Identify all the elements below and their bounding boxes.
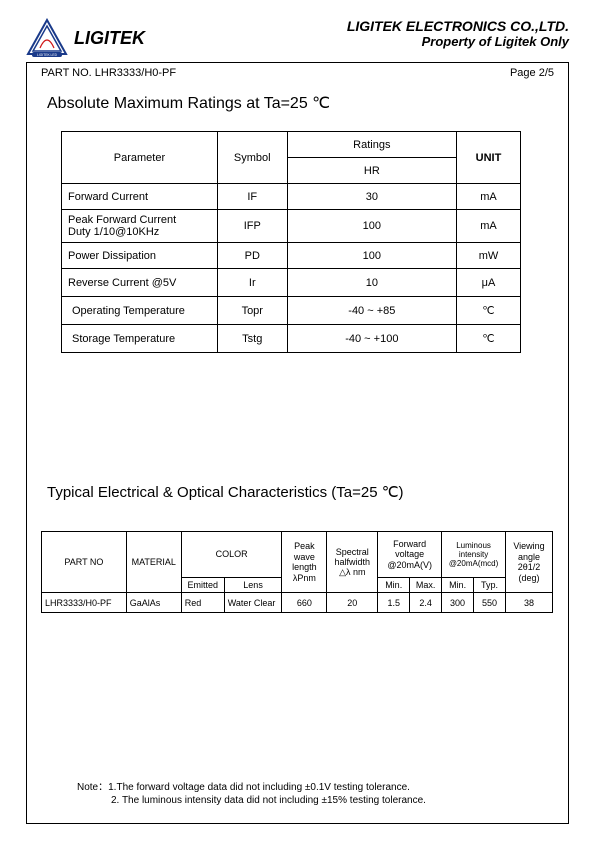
- td-symbol: Tstg: [217, 325, 287, 353]
- th-unit: UNIT: [456, 132, 520, 184]
- main-content: PART NO. LHR3333/H0-PF Page 2/5 Absolute…: [26, 62, 569, 824]
- note-1: Note：1.The forward voltage data did not …: [77, 782, 426, 795]
- td-value: -40 ~ +85: [287, 297, 456, 325]
- th-max: Max.: [410, 578, 442, 593]
- td-unit: mW: [456, 243, 520, 269]
- triangle-logo-icon: LIGITEK LED: [26, 18, 68, 58]
- td-symbol: IF: [217, 184, 287, 210]
- section-title-typical: Typical Electrical & Optical Characteris…: [47, 483, 554, 501]
- th-forward: Forward voltage @20mA(V): [378, 532, 442, 578]
- ratings-table: Parameter Symbol Ratings UNIT HR Forward…: [61, 131, 521, 353]
- td-param: Operating Temperature: [62, 297, 218, 325]
- part-line: PART NO. LHR3333/H0-PF Page 2/5: [41, 67, 554, 79]
- th-ratings: Ratings: [287, 132, 456, 158]
- header: LIGITEK LED LIGITEK LIGITEK ELECTRONICS …: [26, 18, 569, 58]
- td-unit: mA: [456, 210, 520, 243]
- td-viewing: 38: [506, 593, 553, 613]
- th-peak: Peak wave length λPnm: [282, 532, 327, 593]
- typical-table: PART NO MATERIAL COLOR Peak wave length …: [41, 531, 553, 613]
- td-symbol: PD: [217, 243, 287, 269]
- td-value: 100: [287, 243, 456, 269]
- td-partno: LHR3333/H0-PF: [42, 593, 127, 613]
- td-material: GaAlAs: [126, 593, 181, 613]
- td-unit: ℃: [456, 297, 520, 325]
- td-symbol: Ir: [217, 269, 287, 297]
- page-number: Page 2/5: [510, 67, 554, 79]
- td-unit: mA: [456, 184, 520, 210]
- td-fv-max: 2.4: [410, 593, 442, 613]
- td-value: 10: [287, 269, 456, 297]
- th-symbol: Symbol: [217, 132, 287, 184]
- th-luminous: Luminous intensity @20mA(mcd): [442, 532, 506, 578]
- td-param: Power Dissipation: [62, 243, 218, 269]
- td-value: -40 ~ +100: [287, 325, 456, 353]
- td-unit: ℃: [456, 325, 520, 353]
- note-2: 2. The luminous intensity data did not i…: [77, 795, 426, 808]
- company-sub: Property of Ligitek Only: [347, 34, 569, 49]
- td-emitted: Red: [181, 593, 224, 613]
- td-symbol: IFP: [217, 210, 287, 243]
- logo-text: LIGITEK: [74, 28, 145, 49]
- th-parameter: Parameter: [62, 132, 218, 184]
- td-lens: Water Clear: [224, 593, 282, 613]
- th-color: COLOR: [181, 532, 282, 578]
- svg-text:LIGITEK LED: LIGITEK LED: [37, 53, 58, 57]
- td-value: 30: [287, 184, 456, 210]
- td-param: Forward Current: [62, 184, 218, 210]
- th-min: Min.: [378, 578, 410, 593]
- section-title-ratings: Absolute Maximum Ratings at Ta=25 ℃: [47, 93, 554, 113]
- td-peak: 660: [282, 593, 327, 613]
- company-name: LIGITEK ELECTRONICS CO.,LTD.: [347, 18, 569, 34]
- td-li-typ: 550: [474, 593, 506, 613]
- th-material: MATERIAL: [126, 532, 181, 593]
- td-spectral: 20: [327, 593, 378, 613]
- td-fv-min: 1.5: [378, 593, 410, 613]
- part-number: PART NO. LHR3333/H0-PF: [41, 67, 176, 79]
- td-value: 100: [287, 210, 456, 243]
- td-li-min: 300: [442, 593, 474, 613]
- logo-block: LIGITEK LED LIGITEK: [26, 18, 145, 58]
- td-param: Reverse Current @5V: [62, 269, 218, 297]
- td-param: Storage Temperature: [62, 325, 218, 353]
- notes: Note：1.The forward voltage data did not …: [77, 782, 426, 807]
- th-viewing: Viewing angle 2θ1/2 (deg): [506, 532, 553, 593]
- td-symbol: Topr: [217, 297, 287, 325]
- th-hr: HR: [287, 158, 456, 184]
- th-min: Min.: [442, 578, 474, 593]
- th-partno: PART NO: [42, 532, 127, 593]
- company-block: LIGITEK ELECTRONICS CO.,LTD. Property of…: [347, 18, 569, 49]
- td-unit: μA: [456, 269, 520, 297]
- th-emitted: Emitted: [181, 578, 224, 593]
- th-lens: Lens: [224, 578, 282, 593]
- th-typ: Typ.: [474, 578, 506, 593]
- td-param: Peak Forward Current Duty 1/10@10KHz: [62, 210, 218, 243]
- th-spectral: Spectral halfwidth △λ nm: [327, 532, 378, 593]
